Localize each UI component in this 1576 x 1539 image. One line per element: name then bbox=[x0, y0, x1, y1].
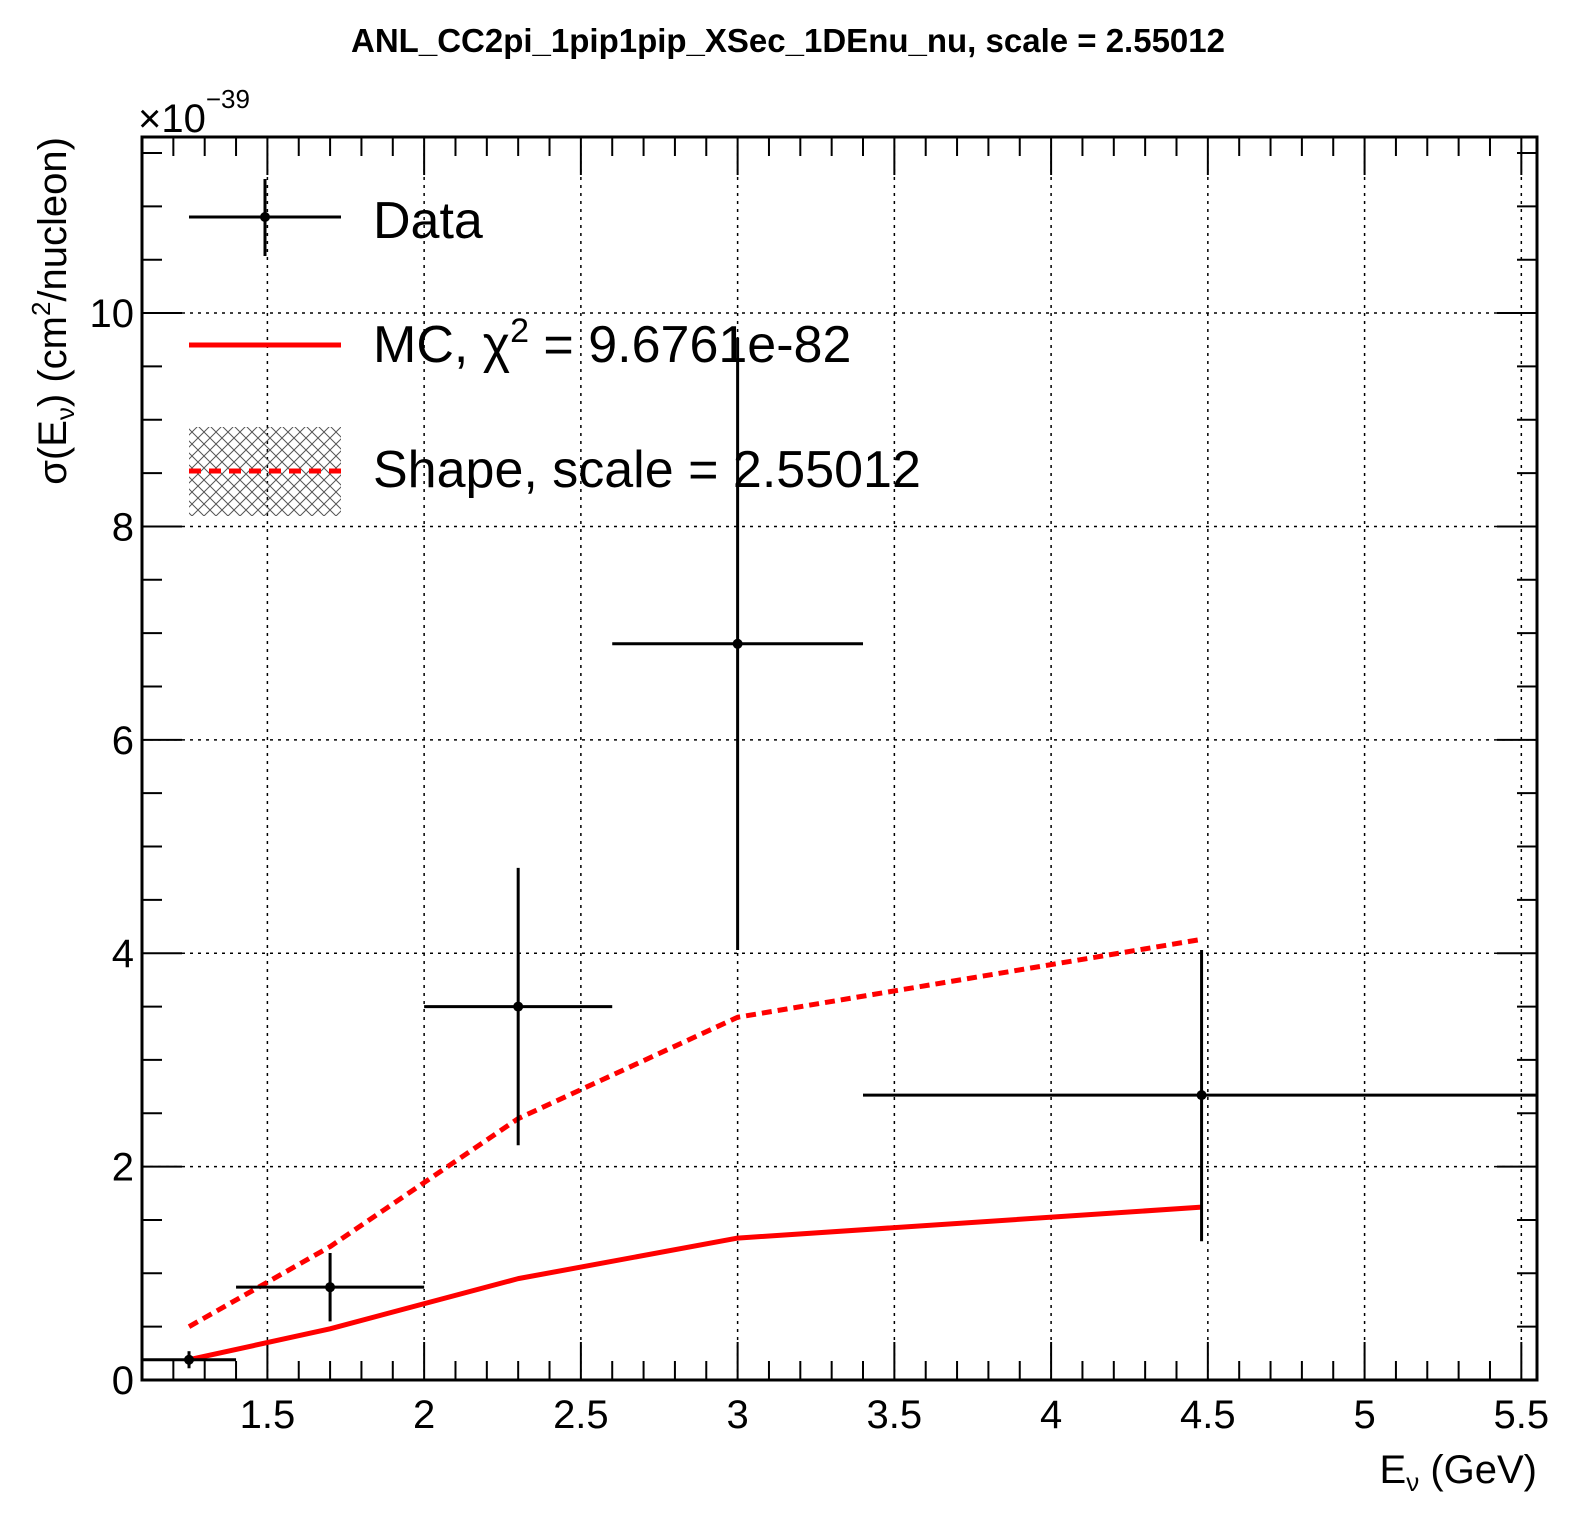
legend-mc-label: MC, χ2 = 9.6761e-82 bbox=[373, 312, 851, 374]
data-marker bbox=[184, 1354, 195, 1365]
series-shape-line bbox=[187, 936, 1202, 1329]
data-marker bbox=[732, 638, 743, 649]
x-tick-label: 1.5 bbox=[240, 1393, 296, 1437]
x-tick-label: 3.5 bbox=[867, 1393, 923, 1437]
legend-data-marker bbox=[260, 212, 270, 222]
y-tick-label: 6 bbox=[112, 719, 134, 763]
data-point bbox=[424, 867, 613, 1146]
y-tick-label: 0 bbox=[112, 1359, 134, 1403]
y-tick-label: 4 bbox=[112, 932, 134, 976]
grid bbox=[142, 137, 1537, 1380]
x-axis-label: Eν (GeV) bbox=[1380, 1448, 1537, 1497]
axis-ticks: 1.5 2 2.5 3 3.5 4 4.5 5 5.5 0 2 4 6 8 10 bbox=[90, 137, 1550, 1437]
y-axis-label: σ(Eν) (cm2/nucleon) bbox=[26, 137, 80, 485]
series bbox=[142, 337, 1537, 1369]
series-mc-line bbox=[188, 1204, 1202, 1363]
legend-entry-data: Data bbox=[189, 179, 483, 256]
x-tick-label: 3 bbox=[726, 1393, 748, 1437]
data-point bbox=[142, 1351, 237, 1369]
x-tick-label: 4.5 bbox=[1180, 1393, 1236, 1437]
data-marker bbox=[1196, 1090, 1207, 1101]
data-marker bbox=[325, 1282, 336, 1293]
data-point bbox=[612, 337, 864, 951]
y-multiplier: ×10−39 bbox=[138, 84, 250, 141]
x-tick-label: 2 bbox=[413, 1393, 435, 1437]
y-tick-label: 10 bbox=[90, 292, 135, 336]
legend-shape-label: Shape, scale = 2.55012 bbox=[373, 441, 921, 499]
legend-data-label: Data bbox=[373, 192, 483, 250]
x-tick-label: 5 bbox=[1353, 1393, 1375, 1437]
y-tick-label: 2 bbox=[112, 1146, 134, 1190]
chart-title: ANL_CC2pi_1pip1pip_XSec_1DEnu_nu, scale … bbox=[351, 22, 1225, 59]
legend: Data MC, χ2 = 9.6761e-82 Shape, scale = … bbox=[189, 179, 921, 516]
x-tick-label: 5.5 bbox=[1494, 1393, 1550, 1437]
plot-frame bbox=[140, 135, 1539, 1382]
data-point bbox=[863, 950, 1537, 1242]
legend-entry-shape: Shape, scale = 2.55012 bbox=[189, 427, 921, 516]
y-tick-label: 8 bbox=[112, 505, 134, 549]
data-marker bbox=[513, 1001, 524, 1012]
x-tick-label: 4 bbox=[1040, 1393, 1062, 1437]
x-tick-label: 2.5 bbox=[553, 1393, 609, 1437]
data-point bbox=[236, 1253, 425, 1322]
legend-entry-mc: MC, χ2 = 9.6761e-82 bbox=[189, 312, 851, 374]
